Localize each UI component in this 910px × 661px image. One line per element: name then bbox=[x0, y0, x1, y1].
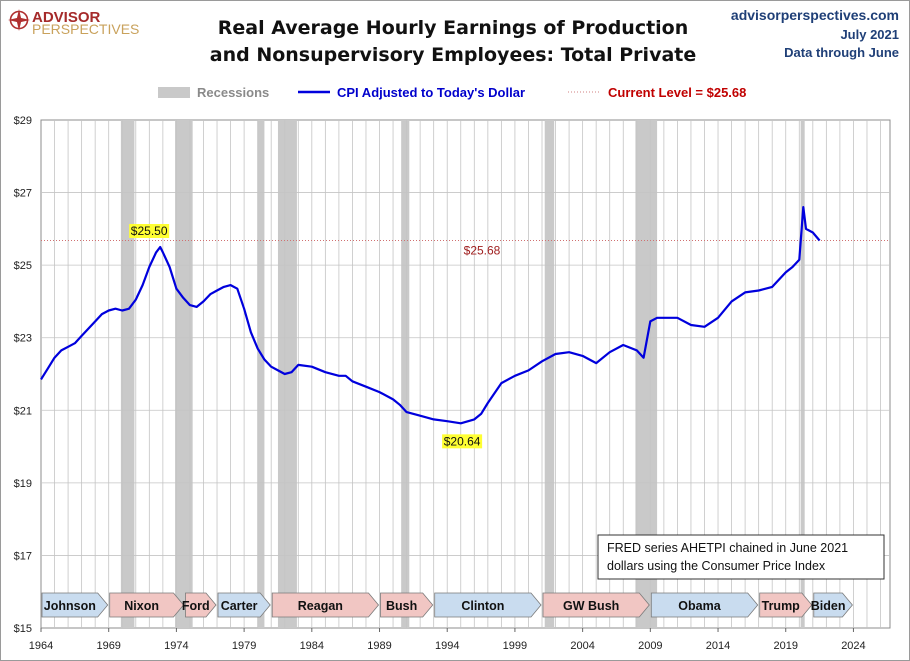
president-label: Clinton bbox=[461, 599, 504, 613]
current-level-label: $25.68 bbox=[464, 243, 501, 257]
recession-band-7 bbox=[800, 120, 805, 628]
recession-band-5 bbox=[544, 120, 555, 628]
president-band-3 bbox=[217, 592, 271, 618]
site-name: advisorperspectives.com bbox=[731, 7, 899, 23]
data-through: Data through June bbox=[784, 45, 899, 60]
president-label: Biden bbox=[811, 599, 846, 613]
president-label: GW Bush bbox=[563, 599, 619, 613]
x-tick-label: 2019 bbox=[773, 640, 797, 652]
legend-recession-swatch bbox=[158, 87, 190, 98]
x-tick-label: 2014 bbox=[706, 640, 730, 652]
series-line-0 bbox=[40, 206, 821, 425]
chart-title-line1: Real Average Hourly Earnings of Producti… bbox=[218, 17, 689, 39]
value-annotations: $25.50 $20.64 bbox=[129, 224, 483, 449]
recession-band-0 bbox=[120, 120, 135, 628]
x-tick-label: 1974 bbox=[164, 640, 188, 652]
x-tick-label: 1999 bbox=[503, 640, 527, 652]
x-tick-label: 2024 bbox=[841, 640, 865, 652]
president-label: Reagan bbox=[298, 599, 343, 613]
recession-band-4 bbox=[401, 120, 410, 628]
x-tick-label: 1994 bbox=[435, 640, 459, 652]
president-band-9 bbox=[759, 592, 813, 618]
president-label: Ford bbox=[182, 599, 210, 613]
president-band-2 bbox=[185, 592, 217, 618]
source-note-box bbox=[597, 534, 885, 580]
logo-line2: PERSPECTIVES bbox=[32, 21, 139, 37]
y-axis-ticks: $15 $17 $19 $21 $23 $25 $27 $29 bbox=[14, 115, 32, 635]
president-band-6 bbox=[434, 592, 542, 618]
annotation-highlight bbox=[129, 224, 170, 238]
y-tick-label: $27 bbox=[14, 188, 32, 200]
series-group bbox=[40, 206, 821, 425]
x-axis-ticks: 1964 1969 1974 1979 1984 1989 1994 1999 2004 2009… bbox=[29, 628, 866, 652]
legend-series-label: CPI Adjusted to Today's Dollar bbox=[337, 85, 525, 100]
president-bands: Johnson Nixon Ford Carter Reagan Bush Clinton G… bbox=[41, 592, 853, 618]
x-tick-label: 2004 bbox=[570, 640, 594, 652]
annotation-highlight bbox=[442, 434, 483, 449]
compass-rose-icon bbox=[8, 9, 30, 31]
recession-band-1 bbox=[175, 120, 193, 628]
annotation-label: $20.64 bbox=[444, 434, 481, 448]
president-label: Obama bbox=[678, 599, 721, 613]
grid-lines bbox=[41, 120, 890, 628]
legend-recessions-label: Recessions bbox=[197, 85, 269, 100]
source-note-line2: dollars using the Consumer Price Index bbox=[607, 559, 826, 573]
y-tick-label: $29 bbox=[14, 115, 32, 127]
president-label: Johnson bbox=[44, 599, 96, 613]
x-tick-label: 1984 bbox=[300, 640, 324, 652]
president-band-10 bbox=[813, 592, 853, 618]
president-label: Trump bbox=[762, 599, 801, 613]
x-tick-label: 1969 bbox=[96, 640, 120, 652]
advisor-perspectives-logo: ADVISOR PERSPECTIVES bbox=[8, 9, 139, 37]
legend: Recessions CPI Adjusted to Today's Dolla… bbox=[158, 85, 746, 100]
recession-band-6 bbox=[635, 120, 658, 628]
president-band-8 bbox=[650, 592, 759, 618]
annotation-label: $25.50 bbox=[131, 224, 168, 238]
source-note: FRED series AHETPI chained in June 2021 … bbox=[597, 534, 885, 580]
y-tick-label: $23 bbox=[14, 333, 32, 345]
y-tick-label: $15 bbox=[14, 623, 32, 635]
recession-band-2 bbox=[257, 120, 265, 628]
legend-current-label: Current Level = $25.68 bbox=[608, 85, 746, 100]
president-band-0 bbox=[41, 592, 109, 618]
y-tick-label: $19 bbox=[14, 478, 32, 490]
logo-line1: ADVISOR bbox=[32, 9, 101, 26]
president-label: Nixon bbox=[124, 599, 159, 613]
source-note-line1: FRED series AHETPI chained in June 2021 bbox=[607, 541, 848, 555]
president-band-7 bbox=[542, 592, 650, 618]
president-label: Carter bbox=[221, 599, 258, 613]
x-tick-label: 1964 bbox=[29, 640, 53, 652]
y-tick-label: $21 bbox=[14, 405, 32, 417]
chart-title-line2: and Nonsupervisory Employees: Total Priv… bbox=[210, 44, 697, 66]
president-band-1 bbox=[109, 592, 185, 618]
current-level-line-group: $25.68 bbox=[41, 239, 890, 257]
report-date: July 2021 bbox=[840, 27, 899, 42]
x-tick-label: 1989 bbox=[367, 640, 391, 652]
y-tick-label: $25 bbox=[14, 260, 32, 272]
president-label: Bush bbox=[386, 599, 417, 613]
y-tick-label: $17 bbox=[14, 550, 32, 562]
x-tick-label: 1979 bbox=[232, 640, 256, 652]
president-band-4 bbox=[271, 592, 380, 618]
president-band-5 bbox=[380, 592, 434, 618]
x-tick-label: 2009 bbox=[638, 640, 662, 652]
